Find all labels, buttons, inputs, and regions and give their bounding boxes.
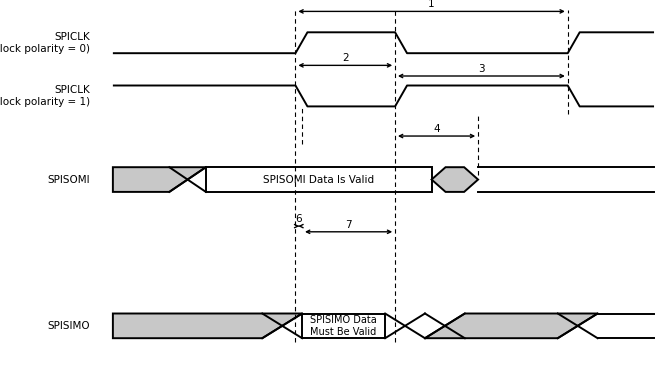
- Text: SPISIMO Data
Must Be Valid: SPISIMO Data Must Be Valid: [310, 315, 377, 337]
- Polygon shape: [425, 314, 598, 338]
- Text: 7: 7: [345, 220, 352, 230]
- Polygon shape: [113, 167, 206, 192]
- Polygon shape: [206, 167, 432, 192]
- Polygon shape: [432, 167, 478, 192]
- Text: 6: 6: [295, 214, 302, 224]
- Text: 4: 4: [434, 124, 440, 134]
- Polygon shape: [302, 314, 385, 338]
- Text: SPICLK
(clock polarity = 1): SPICLK (clock polarity = 1): [0, 85, 90, 107]
- Text: 1: 1: [428, 0, 435, 9]
- Text: SPISOMI Data Is Valid: SPISOMI Data Is Valid: [263, 174, 374, 185]
- Text: 3: 3: [478, 64, 485, 74]
- Polygon shape: [113, 314, 302, 338]
- Text: SPISIMO: SPISIMO: [47, 321, 90, 331]
- Text: SPICLK
(clock polarity = 0): SPICLK (clock polarity = 0): [0, 32, 90, 54]
- Text: SPISOMI: SPISOMI: [47, 174, 90, 185]
- Polygon shape: [113, 167, 206, 192]
- Text: 2: 2: [342, 53, 349, 63]
